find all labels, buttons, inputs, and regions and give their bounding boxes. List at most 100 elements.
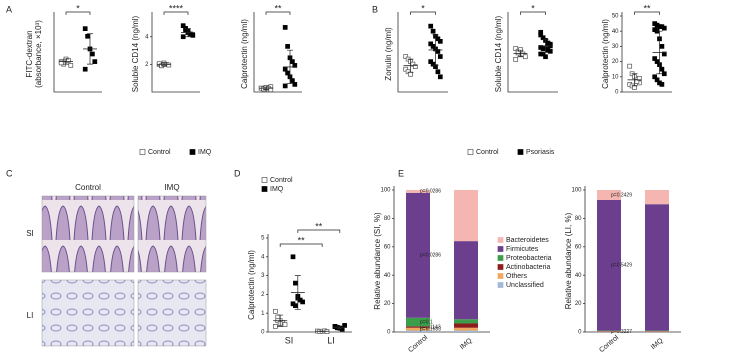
y-axis-label: Relative abundance (LI, %) [564, 212, 573, 309]
data-point [405, 69, 411, 75]
data-point [282, 25, 288, 30]
data-point [634, 79, 640, 84]
y-tick-label: 60 [384, 244, 391, 250]
error-bar [294, 275, 301, 310]
data-point [520, 51, 526, 57]
bar-segment [597, 199, 621, 331]
y-tick-label: 0 [261, 330, 265, 336]
error-bar [517, 49, 524, 58]
data-point [661, 71, 667, 77]
data-point [82, 26, 88, 32]
error-bar [63, 58, 69, 65]
significance-bracket [265, 11, 291, 15]
data-point [82, 66, 88, 72]
data-point [515, 50, 521, 56]
data-point [435, 69, 441, 75]
legend-marker [497, 255, 504, 261]
y-axis-label: Soluble CD14 (ng/ml) [494, 15, 503, 92]
histology-image [41, 279, 135, 347]
y-axis-label: Calprotectin (ng/ml) [601, 19, 610, 89]
data-point [437, 74, 443, 80]
y-tick-label: 0 [387, 330, 391, 336]
p-value: p=0.5429 [611, 263, 632, 269]
data-point [90, 51, 95, 57]
y-tick-label: 80 [384, 216, 391, 222]
data-point [85, 33, 90, 39]
chart: Soluble CD14 (ng/ml) * [494, 3, 558, 93]
data-point [58, 60, 64, 66]
data-point [293, 280, 298, 286]
error-bar [656, 30, 663, 75]
y-axis-label: Calprotectin (ng/ml) [240, 19, 249, 89]
bar-segment [406, 330, 430, 332]
data-point [547, 48, 553, 54]
chart: Soluble CD14 (ng/ml) 2 4 **** [131, 3, 200, 93]
data-point [437, 38, 443, 44]
error-bar [87, 33, 93, 65]
legend-label: Actinobacteria [506, 264, 550, 271]
significance-label: ** [315, 221, 323, 231]
data-point [180, 34, 186, 40]
y-tick-label: 30 [612, 44, 619, 50]
data-point [290, 78, 295, 83]
bar-segment [645, 190, 669, 205]
data-point [410, 61, 416, 67]
panel-label: D [234, 168, 241, 178]
bar-segment [406, 190, 430, 193]
p-value: p=0.1 [420, 319, 433, 325]
significance-label: * [531, 3, 535, 13]
legend-label: Others [506, 273, 528, 280]
axis [267, 234, 352, 333]
x-tick-label: Control [407, 334, 429, 354]
data-point [66, 57, 71, 63]
significance-bracket [634, 11, 660, 15]
y-tick-label: 20 [575, 301, 582, 307]
legend-marker [189, 149, 196, 155]
bar-segment [454, 327, 478, 331]
y-tick-label: 4 [145, 34, 149, 40]
data-point [300, 299, 305, 305]
data-point [339, 326, 345, 332]
data-point [430, 44, 436, 49]
data-point [166, 62, 172, 68]
legend-label: Bacteroidetes [506, 237, 549, 244]
data-point [335, 325, 340, 331]
panel-label: E [398, 168, 404, 178]
legend-marker [497, 246, 504, 252]
data-point [659, 82, 665, 87]
legend-label: IMQ [270, 186, 284, 193]
error-bar [407, 58, 414, 73]
data-point [652, 56, 658, 61]
data-point [430, 61, 436, 67]
p-value: p=0.3227 [611, 329, 632, 335]
error-bar [432, 34, 439, 66]
error-bar [542, 38, 549, 53]
y-axis-label: (absorbance, ×10³) [34, 20, 43, 88]
y-axis-label: Soluble CD14 (ng/ml) [131, 15, 140, 92]
data-point [282, 322, 288, 327]
chart: Relative abundance (LI, %) 0 20 40 60 80 100 Co… [564, 186, 681, 354]
data-point [435, 49, 441, 54]
error-bar [287, 49, 293, 84]
histology-image [137, 195, 207, 273]
axis [253, 12, 302, 93]
data-point [92, 59, 98, 64]
data-point [435, 36, 441, 42]
significance-bracket [410, 11, 436, 15]
x-tick-label: IMQ [650, 337, 665, 351]
histology-image [137, 279, 207, 347]
chart: Calprotectin (ng/ml) 0 10 20 30 40 50 ** [601, 3, 672, 96]
y-tick-label: 2 [261, 292, 265, 298]
data-point [290, 254, 296, 260]
error-bar [277, 314, 284, 327]
data-point [412, 64, 418, 70]
y-tick-label: 100 [380, 188, 391, 194]
histology-image [41, 195, 135, 273]
data-point [636, 75, 642, 81]
axis [151, 12, 200, 93]
data-point [293, 303, 298, 309]
data-point [408, 71, 413, 77]
bar-segment [454, 330, 478, 332]
chart: Calprotectin (ng/ml) ** [240, 3, 302, 93]
legend-label: Proteobacteria [506, 255, 552, 262]
